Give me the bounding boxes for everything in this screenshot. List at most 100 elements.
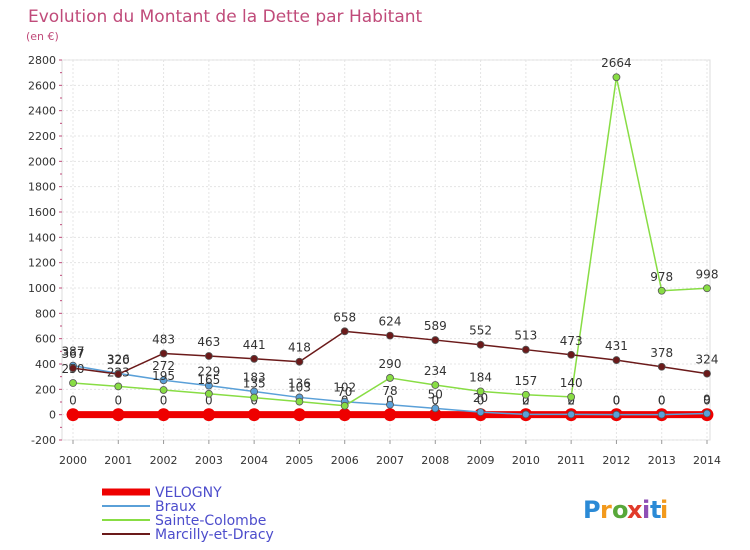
x-tick-label: 2013 [648, 454, 676, 467]
y-tick-label: 0 [49, 409, 56, 422]
data-label: 387 [62, 345, 85, 359]
data-label: 0 [613, 394, 621, 408]
data-label: 195 [152, 369, 175, 383]
data-point [476, 340, 485, 349]
legend-label: VELOGNY [155, 485, 222, 501]
data-point [157, 408, 170, 422]
data-point [159, 376, 168, 385]
data-label: 234 [424, 364, 447, 378]
data-label: 0 [69, 394, 77, 408]
y-tick-label: 2200 [28, 130, 56, 143]
brand-letter: x [627, 496, 643, 524]
data-point [567, 393, 576, 401]
data-point [159, 386, 168, 394]
brand-letter: r [600, 496, 612, 524]
y-tick-label: 2400 [28, 105, 56, 118]
data-label: 378 [650, 346, 673, 360]
brand-letter: o [612, 496, 629, 524]
data-point [521, 345, 530, 354]
data-point [431, 381, 440, 389]
data-point [703, 369, 711, 378]
data-point [293, 408, 306, 422]
data-label: 20 [473, 391, 488, 405]
data-point [111, 408, 125, 422]
x-tick-label: 2012 [602, 454, 630, 467]
y-tick-label: -200 [31, 434, 56, 447]
data-point [295, 357, 304, 366]
x-tick-label: 2005 [285, 454, 313, 467]
y-tick-label: 2000 [28, 155, 56, 168]
legend-label: Sainte-Colombe [155, 513, 266, 529]
data-label: 324 [696, 353, 719, 367]
data-point [386, 331, 394, 340]
x-tick-label: 2000 [59, 454, 87, 467]
data-label: 978 [650, 270, 673, 284]
data-point [159, 349, 168, 358]
data-label: 998 [696, 267, 719, 281]
data-point [250, 354, 259, 363]
data-point [202, 408, 216, 422]
y-tick-label: 1000 [28, 282, 56, 295]
data-label: 658 [333, 310, 356, 324]
data-label: 229 [197, 365, 220, 379]
data-point [295, 397, 304, 406]
data-label: 0 [205, 394, 213, 408]
data-point [204, 389, 213, 398]
data-point [657, 362, 666, 371]
data-point [247, 408, 261, 422]
data-point [431, 404, 440, 413]
legend: VELOGNYBrauxSainte-ColombeMarcilly-et-Dr… [102, 485, 274, 543]
data-label: 0 [477, 394, 485, 408]
data-point [340, 327, 349, 336]
data-label: 103 [288, 381, 311, 395]
data-point [567, 350, 576, 359]
x-tick-label: 2003 [195, 454, 223, 467]
brand-letter: t [650, 496, 661, 524]
data-label: 2664 [601, 56, 632, 70]
data-point [114, 382, 123, 391]
x-tick-label: 2009 [467, 454, 495, 467]
data-point [340, 401, 349, 410]
data-label: 0 [160, 394, 168, 408]
data-point [567, 410, 576, 419]
data-label: 136 [288, 376, 311, 390]
data-label: 183 [243, 370, 266, 384]
data-label: 320 [107, 353, 130, 367]
data-point [476, 387, 485, 396]
x-tick-label: 2004 [240, 454, 268, 467]
plot-area: -200020040060080010001200140016001800200… [28, 54, 721, 467]
data-label: 473 [560, 334, 583, 348]
data-point [521, 390, 530, 399]
data-label: 0 [386, 394, 394, 408]
y-tick-label: 400 [35, 358, 56, 371]
data-point [612, 356, 621, 364]
data-label: 0 [114, 394, 122, 408]
data-label: 2 [522, 393, 530, 407]
data-label: 70 [337, 385, 352, 399]
data-label: 184 [469, 370, 492, 384]
data-label: 513 [514, 329, 537, 343]
data-label: 431 [605, 339, 628, 353]
brand-letter: P [583, 496, 601, 524]
x-tick-label: 2011 [557, 454, 585, 467]
data-point [114, 370, 123, 379]
brand-letter: i [642, 496, 650, 524]
data-point [657, 286, 666, 295]
data-label: 140 [560, 376, 583, 390]
y-tick-label: 200 [35, 383, 56, 396]
data-label: 157 [514, 374, 537, 388]
data-point [476, 408, 485, 417]
data-label: 0 [613, 394, 621, 408]
x-tick-label: 2014 [693, 454, 721, 467]
data-label: 165 [197, 373, 220, 387]
data-label: 418 [288, 341, 311, 355]
data-point [612, 73, 621, 82]
data-label: 0 [431, 394, 439, 408]
data-label: 367 [62, 347, 85, 361]
y-tick-label: 600 [35, 333, 56, 346]
data-label: 0 [522, 394, 530, 408]
data-label: 50 [428, 387, 443, 401]
data-label: 441 [243, 338, 266, 352]
data-label: 272 [152, 359, 175, 373]
